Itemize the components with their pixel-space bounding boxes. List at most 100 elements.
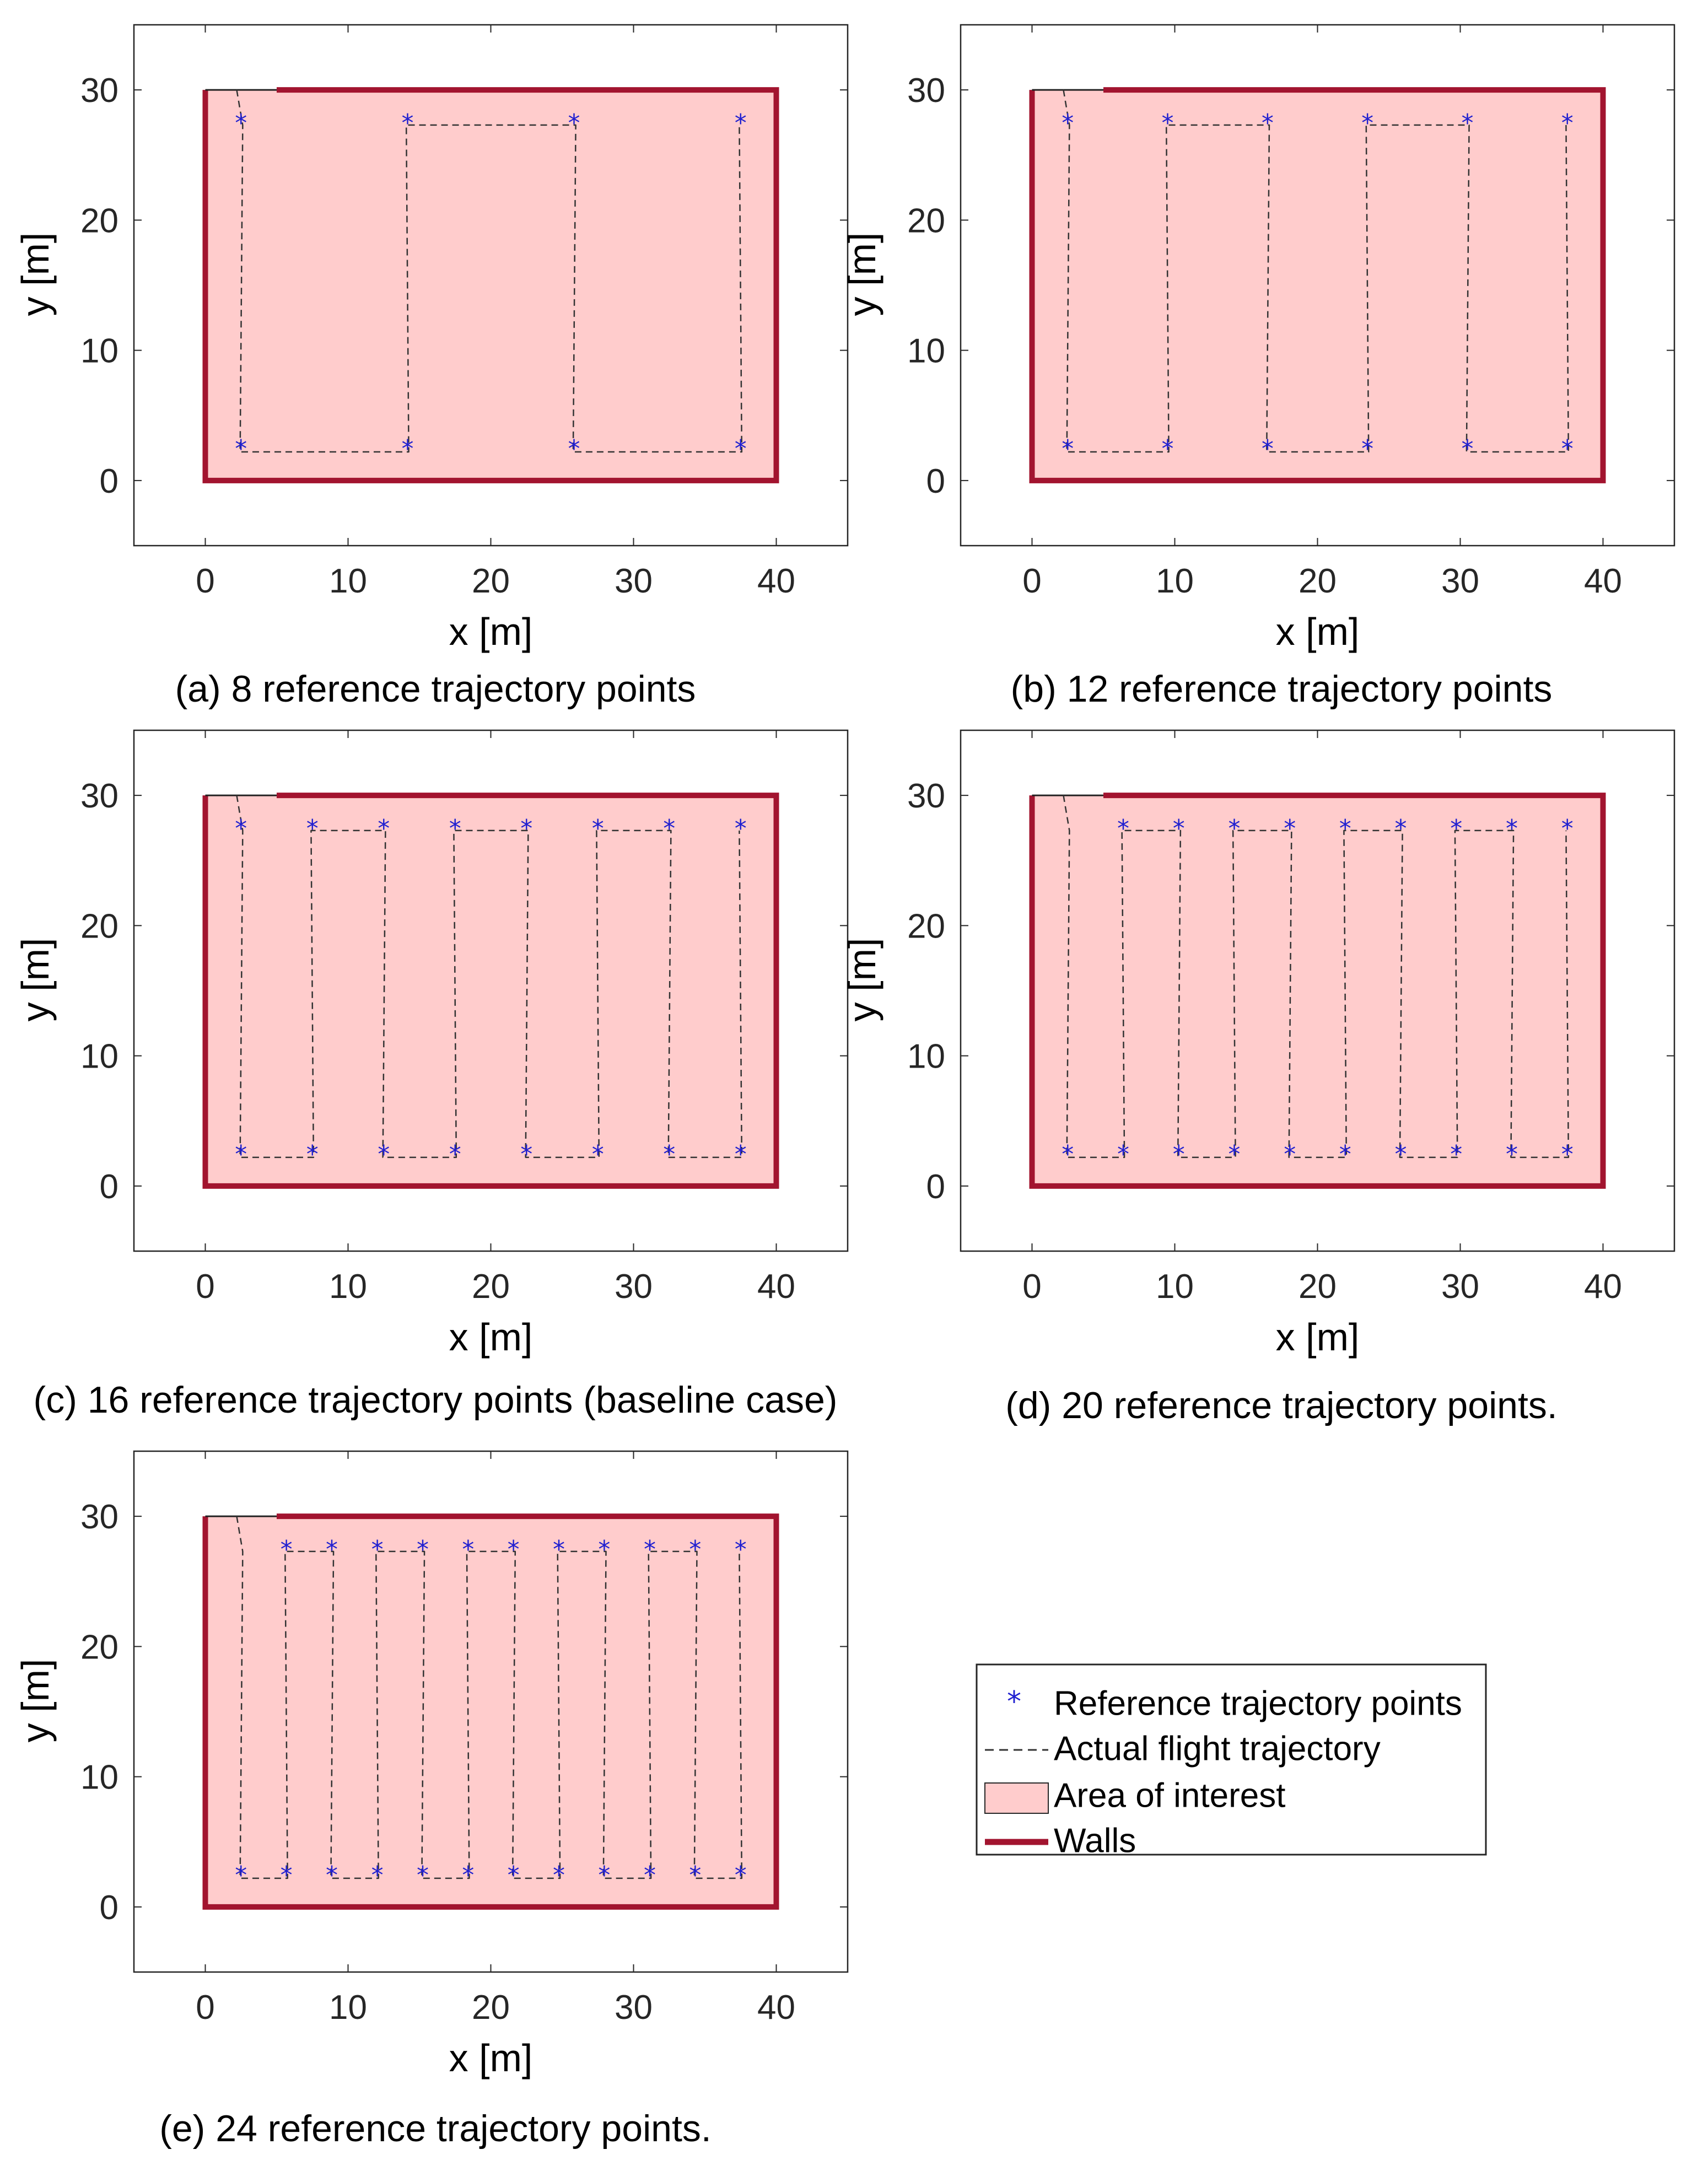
walls: [202, 793, 779, 1189]
reference-point: *: [663, 815, 675, 843]
caption-e: (e) 24 reference trajectory points.: [159, 2108, 712, 2150]
reference-point: *: [462, 1861, 474, 1889]
panel-a: * * * * * * * * 0 10 20 30 40 0 10 20 30 x [m] y [m]: [14, 24, 849, 653]
reference-point: *: [598, 1861, 610, 1889]
actual-flight-trajectory: [236, 795, 743, 1159]
reference-point: *: [1339, 1140, 1351, 1168]
y-tick-label: 0: [926, 1168, 945, 1206]
legend-reference-marker: *: [1007, 1685, 1021, 1719]
y-tick-label: 30: [80, 777, 118, 815]
legend-area-label: Area of interest: [1054, 1776, 1285, 1814]
y-tick-label: 0: [926, 462, 945, 500]
x-tick-label: 20: [472, 1989, 510, 2027]
y-axis-label: y [m]: [14, 938, 57, 1022]
reference-point: *: [462, 1536, 474, 1564]
y-tick-label: 10: [80, 332, 118, 370]
reference-point: *: [735, 1536, 747, 1564]
area-of-interest: [1032, 795, 1603, 1186]
x-tick-label: 10: [1156, 562, 1194, 600]
reference-point: *: [1394, 1140, 1407, 1168]
y-axis-label: y [m]: [840, 233, 883, 316]
reference-point: *: [1461, 109, 1473, 137]
reference-point: *: [520, 815, 532, 843]
reference-point: *: [235, 435, 247, 463]
reference-point: *: [281, 1536, 293, 1564]
y-tick-label: 0: [100, 462, 118, 500]
reference-point: *: [1162, 109, 1174, 137]
walls: [1029, 87, 1606, 483]
x-axis-label: x [m]: [449, 1316, 533, 1359]
reference-point: *: [735, 435, 747, 463]
reference-point: *: [235, 815, 247, 843]
reference-point: *: [235, 1861, 247, 1889]
walls: [202, 87, 779, 483]
reference-point: *: [1361, 435, 1373, 463]
reference-point: *: [306, 1140, 319, 1168]
y-tick-label: 20: [80, 202, 118, 240]
x-tick-label: 0: [1022, 1268, 1041, 1306]
reference-point: *: [371, 1861, 384, 1889]
reference-point: *: [1450, 1140, 1462, 1168]
caption-b: (b) 12 reference trajectory points: [1011, 668, 1553, 710]
reference-point: *: [735, 815, 747, 843]
actual-flight-trajectory: [1063, 795, 1570, 1159]
reference-point: *: [508, 1861, 520, 1889]
actual-flight-trajectory: [236, 89, 743, 453]
reference-point: *: [417, 1861, 429, 1889]
reference-point: *: [402, 435, 414, 463]
reference-point: *: [1173, 1140, 1185, 1168]
legend-reference-label: Reference trajectory points: [1054, 1684, 1462, 1722]
x-tick-label: 10: [329, 1989, 367, 2027]
reference-point: *: [1506, 815, 1518, 843]
y-tick-label: 20: [80, 907, 118, 945]
x-axis-label: x [m]: [449, 2037, 533, 2080]
y-tick-label: 10: [907, 1038, 945, 1076]
reference-point: *: [1229, 815, 1241, 843]
reference-point: *: [1117, 1140, 1129, 1168]
reference-point: *: [1062, 109, 1074, 137]
x-tick-label: 30: [615, 1268, 653, 1306]
x-tick-label: 40: [757, 562, 795, 600]
x-tick-label: 40: [757, 1989, 795, 2027]
reference-point: *: [553, 1861, 565, 1889]
x-tick-label: 30: [1441, 562, 1479, 600]
x-tick-label: 0: [196, 562, 214, 600]
caption-c: (c) 16 reference trajectory points (base…: [34, 1379, 838, 1421]
walls: [202, 1513, 779, 1910]
x-tick-label: 30: [1441, 1268, 1479, 1306]
reference-point: *: [553, 1536, 565, 1564]
reference-point: *: [1506, 1140, 1518, 1168]
y-tick-label: 20: [80, 1628, 118, 1666]
reference-point: *: [568, 435, 580, 463]
reference-point: *: [326, 1536, 338, 1564]
x-tick-label: 0: [196, 1989, 214, 2027]
reference-point: *: [644, 1861, 656, 1889]
y-tick-label: 20: [907, 907, 945, 945]
x-tick-label: 30: [615, 562, 653, 600]
reference-point: *: [1117, 815, 1129, 843]
reference-point: *: [1062, 1140, 1074, 1168]
y-tick-label: 30: [80, 72, 118, 110]
area-of-interest: [205, 90, 777, 481]
y-axis-label: y [m]: [14, 1659, 57, 1743]
reference-point: *: [449, 1140, 461, 1168]
area-of-interest: [1032, 90, 1603, 481]
reference-point: *: [1561, 815, 1574, 843]
legend: * Reference trajectory points Actual fli…: [976, 1663, 1487, 1860]
reference-point: *: [1062, 435, 1074, 463]
reference-point: *: [1561, 435, 1574, 463]
reference-point: *: [508, 1536, 520, 1564]
reference-point: *: [235, 109, 247, 137]
reference-point: *: [663, 1140, 675, 1168]
reference-point: *: [378, 815, 390, 843]
area-of-interest: [205, 795, 777, 1186]
x-tick-label: 0: [1022, 562, 1041, 600]
y-axis-label: y [m]: [14, 233, 57, 316]
area-of-interest: [205, 1516, 777, 1907]
x-axis-label: x [m]: [1276, 1316, 1360, 1359]
reference-point: *: [1262, 435, 1274, 463]
reference-point: *: [592, 1140, 604, 1168]
reference-point: *: [1561, 109, 1574, 137]
y-tick-label: 10: [80, 1759, 118, 1797]
